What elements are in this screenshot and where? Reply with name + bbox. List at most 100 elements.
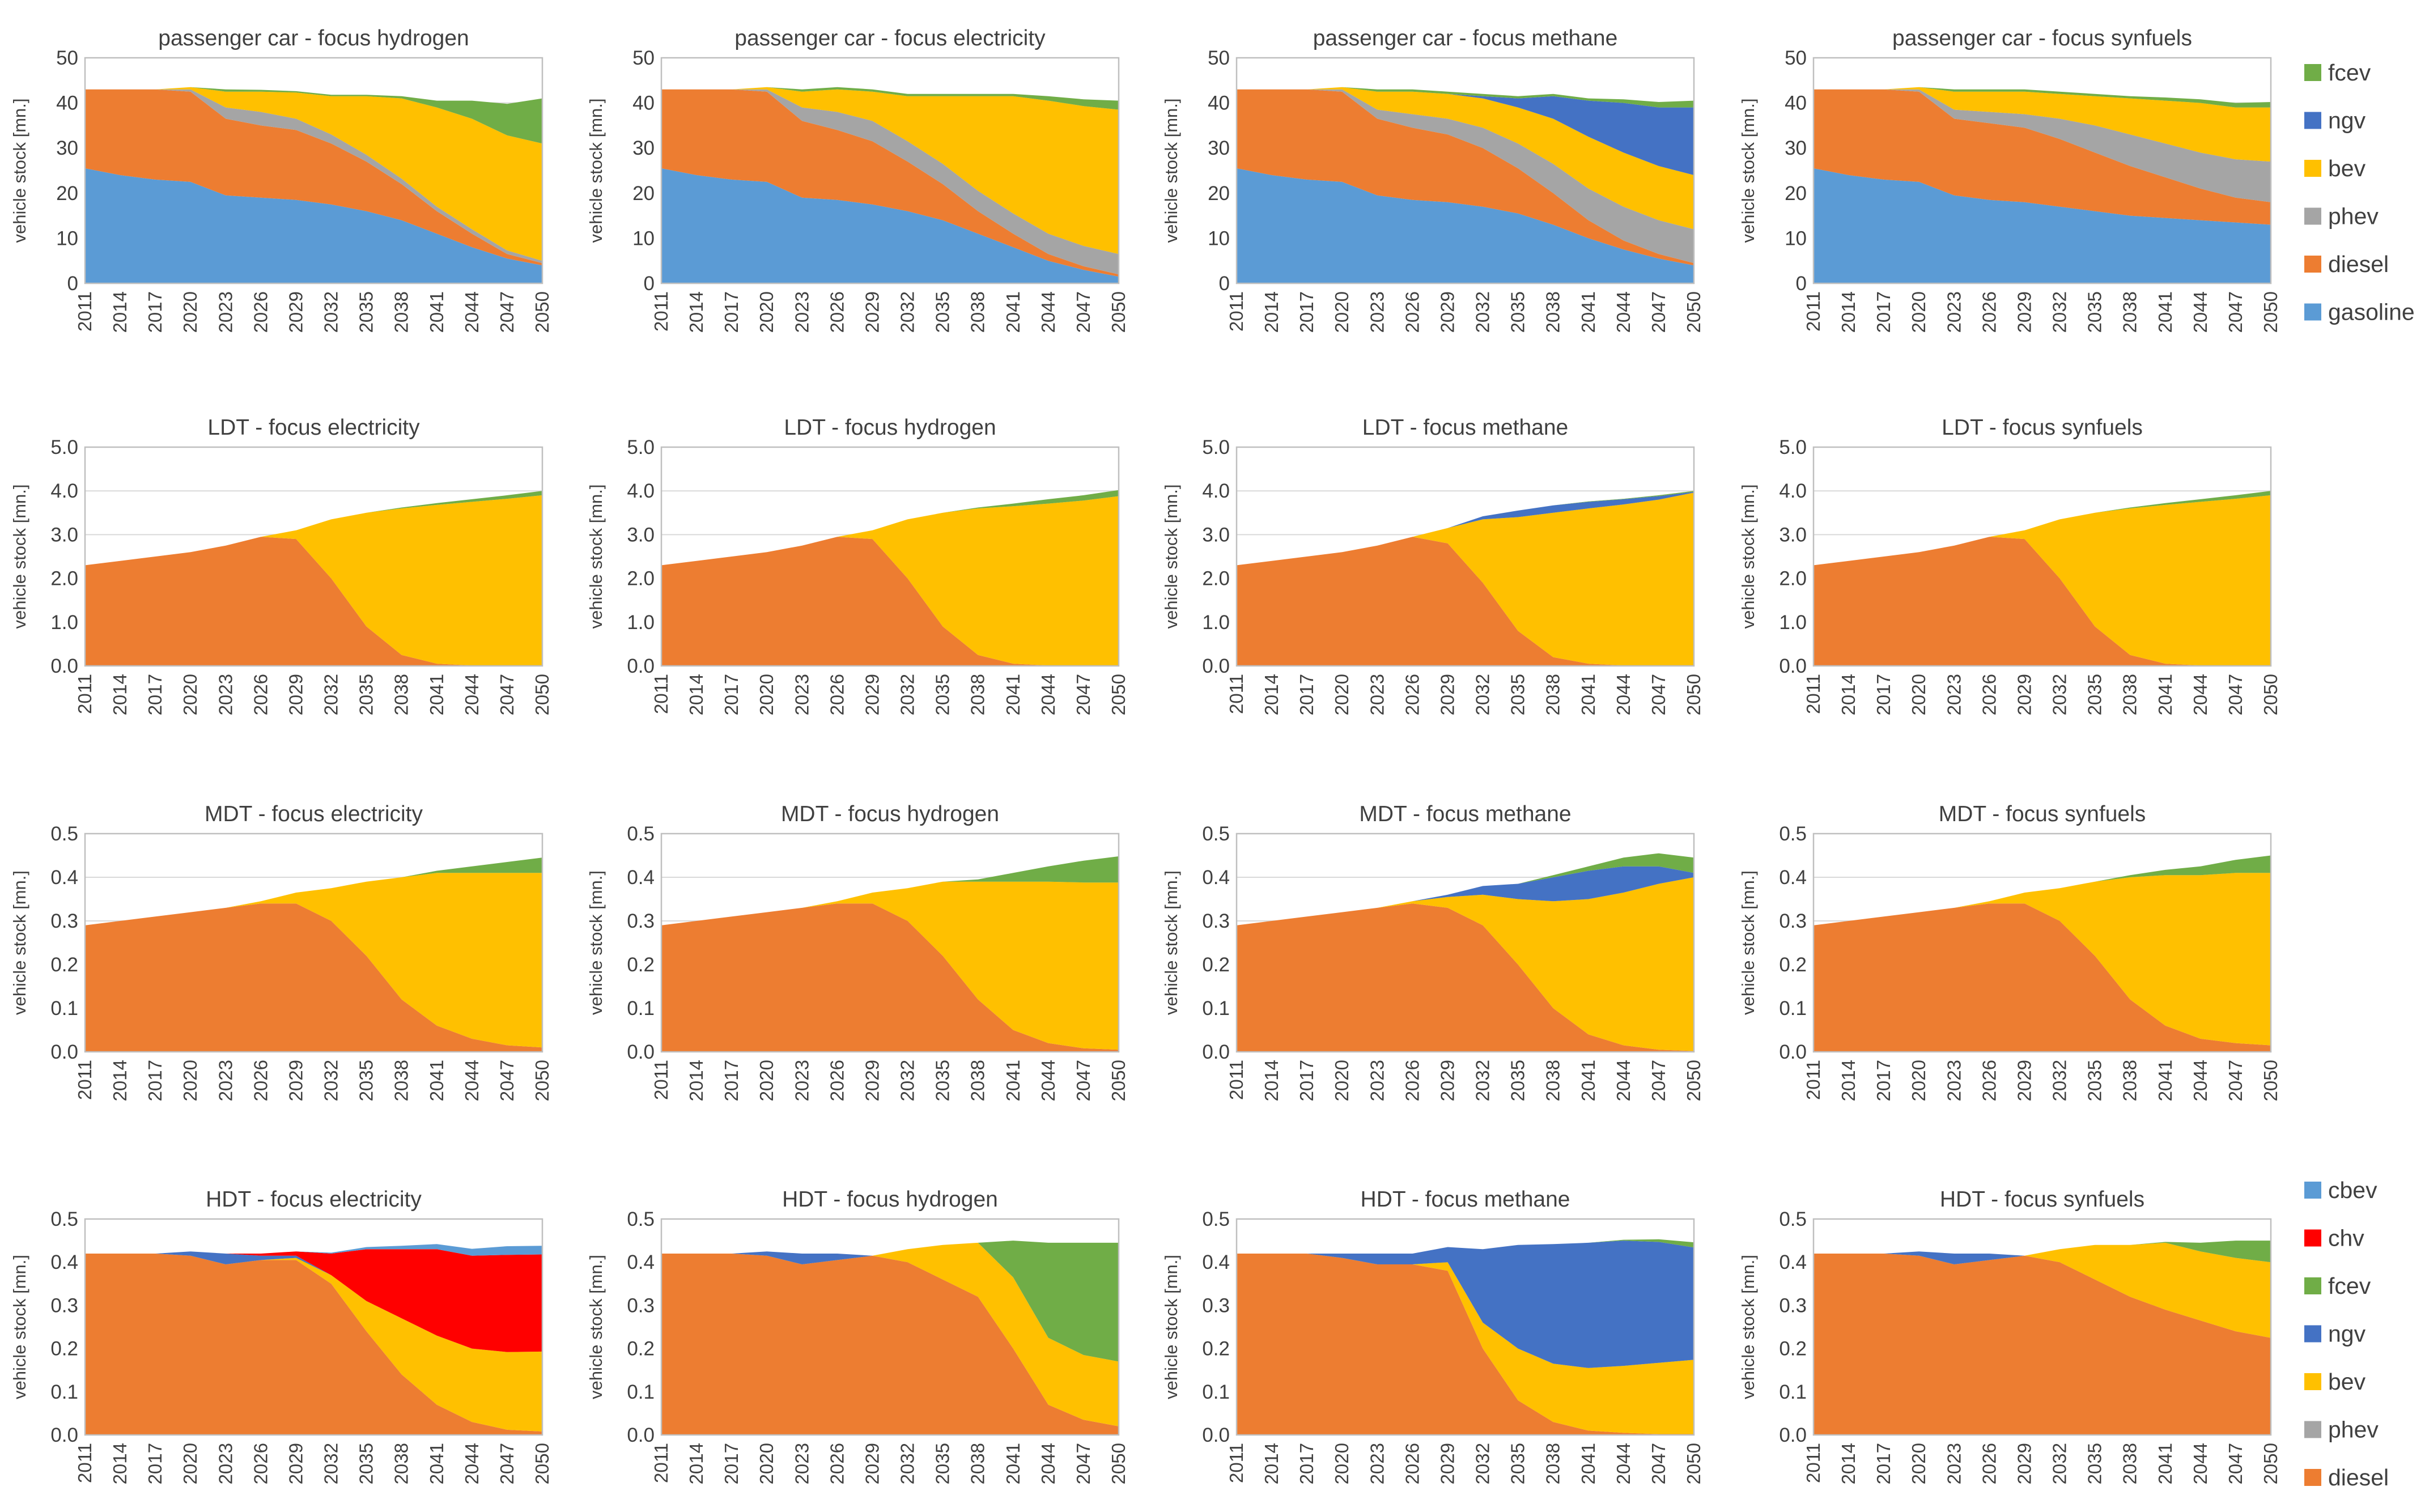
- y-tick-label: 0.1: [1202, 1381, 1230, 1403]
- x-tick-label: 2038: [967, 1443, 988, 1484]
- x-tick-label: 2017: [1873, 674, 1894, 715]
- y-tick-label: 2.0: [50, 568, 78, 590]
- x-tick-label: 2026: [1978, 1060, 1999, 1101]
- chart-panel: LDT - focus electricity 0.0 1.0 2.0 3.0 4.0 5.…: [10, 415, 553, 715]
- x-tick-label: 2041: [426, 1443, 447, 1484]
- x-tick-label: 2029: [861, 674, 882, 715]
- x-tick-label: 2035: [932, 1060, 953, 1101]
- y-tick-label: 0.3: [627, 910, 655, 932]
- x-tick-label: 2029: [2014, 1443, 2035, 1484]
- y-tick-label: 0.2: [50, 1338, 78, 1360]
- series-area-diesel: [661, 903, 1119, 1052]
- x-tick-label: 2017: [1296, 1443, 1317, 1484]
- y-axis-label: vehicle stock [mn.]: [1738, 1255, 1758, 1399]
- y-tick-label: 5.0: [50, 436, 78, 458]
- y-axis-label: vehicle stock [mn.]: [1738, 870, 1758, 1015]
- x-tick-label: 2011: [74, 1060, 95, 1100]
- legend-swatch-diesel: [2304, 256, 2321, 273]
- y-tick-label: 0.2: [50, 954, 78, 976]
- legend-swatch-fcev: [2304, 1277, 2321, 1294]
- series-area-bev: [661, 87, 1119, 254]
- y-tick-label: 0.1: [50, 1381, 78, 1403]
- x-tick-label: 2020: [1908, 1443, 1929, 1484]
- x-tick-label: 2044: [1613, 291, 1634, 333]
- legend-swatch-cbev: [2304, 1182, 2321, 1199]
- series-area-diesel: [85, 89, 542, 266]
- chart-panel: LDT - focus methane 0.0 1.0 2.0 3.0 4.0 5.0 veh…: [1161, 415, 1704, 715]
- chart-title: MDT - focus hydrogen: [781, 802, 999, 826]
- y-tick-label: 3.0: [1779, 524, 1807, 546]
- x-tick-label: 2032: [321, 674, 342, 715]
- y-tick-label: 40: [1785, 92, 1807, 114]
- y-tick-label: 2.0: [1202, 568, 1230, 590]
- x-tick-label: 2035: [932, 674, 953, 715]
- y-tick-label: 0.5: [50, 1208, 78, 1230]
- x-tick-label: 2038: [967, 291, 988, 333]
- plot-frame: [1812, 1218, 2272, 1436]
- y-tick-label: 0.1: [627, 997, 655, 1020]
- x-tick-label: 2032: [321, 1443, 342, 1484]
- x-tick-label: 2041: [2155, 674, 2176, 715]
- series-area-bev: [1814, 873, 2271, 1046]
- series-area-bev: [85, 873, 542, 1048]
- x-tick-label: 2011: [74, 1443, 95, 1483]
- series-area-fcev: [661, 490, 1119, 566]
- series-area-diesel: [661, 89, 1119, 277]
- x-tick-label: 2020: [180, 1060, 201, 1101]
- x-tick-label: 2041: [426, 1060, 447, 1101]
- x-tick-label: 2014: [109, 291, 130, 333]
- y-axis-label: vehicle stock [mn.]: [1738, 99, 1758, 243]
- x-tick-label: 2050: [1683, 291, 1704, 333]
- series-area-diesel: [1237, 537, 1694, 666]
- legend-label-fcev: fcev: [2328, 1273, 2371, 1299]
- plot-frame: [1812, 833, 2272, 1053]
- x-tick-label: 2026: [826, 1443, 847, 1484]
- x-tick-label: 2044: [461, 674, 482, 715]
- x-tick-label: 2014: [686, 1443, 707, 1484]
- series-area-fcev: [1814, 1241, 2271, 1263]
- x-tick-label: 2029: [2014, 291, 2035, 333]
- x-tick-label: 2047: [1073, 1443, 1094, 1484]
- chart-panel: MDT - focus synfuels 0.0 0.1 0.2 0.3 0.4 0.5 ve…: [1738, 802, 2281, 1101]
- x-tick-label: 2014: [1261, 674, 1282, 715]
- x-tick-label: 2011: [1226, 674, 1247, 714]
- x-tick-label: 2020: [756, 291, 777, 333]
- series-area-diesel: [85, 537, 542, 666]
- x-tick-label: 2026: [1402, 674, 1422, 715]
- x-tick-label: 2011: [651, 1060, 672, 1100]
- plot-frame: [660, 57, 1120, 284]
- y-tick-label: 0.4: [627, 1251, 655, 1273]
- plot-frame: [84, 1218, 543, 1436]
- x-tick-label: 2035: [356, 291, 377, 333]
- x-tick-label: 2044: [2190, 1443, 2211, 1484]
- series-area-fcev: [661, 856, 1119, 925]
- x-tick-label: 2047: [1648, 291, 1669, 333]
- plot-frame: [1235, 446, 1695, 667]
- legend-swatch-phev: [2304, 1421, 2321, 1438]
- series-area-gasoline: [1814, 168, 2271, 283]
- x-tick-label: 2044: [2190, 291, 2211, 333]
- x-tick-label: 2023: [791, 291, 812, 333]
- y-axis-label: vehicle stock [mn.]: [1738, 485, 1758, 629]
- plot-frame: [84, 446, 543, 667]
- y-tick-label: 0.5: [627, 1208, 655, 1230]
- x-tick-label: 2029: [861, 1060, 882, 1101]
- x-tick-label: 2047: [496, 291, 517, 333]
- series-area-fcev: [1237, 853, 1694, 925]
- chart-title: HDT - focus methane: [1361, 1187, 1570, 1212]
- x-tick-label: 2041: [2155, 1443, 2176, 1484]
- series-area-gasoline: [661, 168, 1119, 283]
- y-tick-label: 40: [56, 92, 78, 114]
- series-area-bev: [661, 1242, 1119, 1426]
- legend: fcev ngv bev phev diesel gasoline: [2304, 60, 2415, 325]
- chart-panel: HDT - focus synfuels 0.0 0.1 0.2 0.3 0.4 0.5 ve…: [1738, 1187, 2281, 1484]
- x-tick-label: 2044: [1038, 291, 1059, 333]
- x-tick-label: 2020: [1908, 1060, 1929, 1101]
- legend-swatch-phev: [2304, 207, 2321, 225]
- x-tick-label: 2038: [1543, 1060, 1564, 1101]
- x-tick-label: 2032: [2049, 1060, 2070, 1101]
- chart-panel: MDT - focus hydrogen 0.0 0.1 0.2 0.3 0.4 0.5 ve…: [586, 802, 1129, 1101]
- series-area-ngv: [1237, 1241, 1694, 1368]
- x-tick-label: 2035: [1507, 674, 1528, 715]
